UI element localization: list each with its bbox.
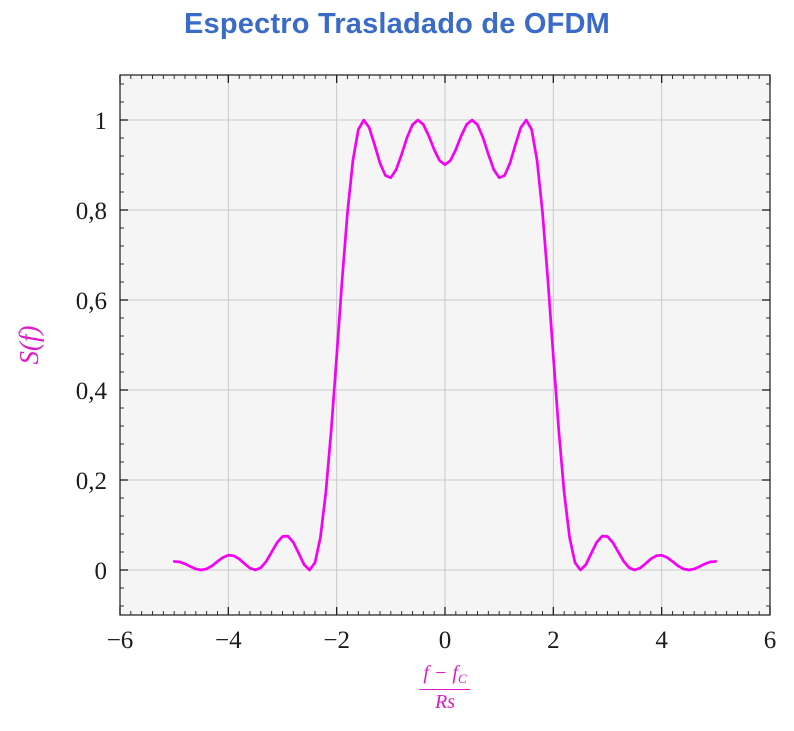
x-tick-label: −2 (323, 627, 350, 654)
x-label-denominator: Rs (435, 690, 455, 713)
x-label-numerator-subscript: C (457, 671, 467, 686)
x-tick-label: 4 (655, 627, 668, 654)
y-tick-label: 0,6 (76, 288, 107, 315)
y-tick-label: 0,2 (76, 468, 107, 495)
spectrum-curve (172, 118, 718, 572)
y-tick-label: 1 (95, 108, 108, 135)
x-axis-label: f − fC Rs (419, 662, 471, 714)
x-tick-label: 2 (547, 627, 560, 654)
x-axis-label-fraction: f − fC Rs (419, 662, 471, 714)
x-tick-label: −6 (107, 627, 134, 654)
x-label-numerator: f − fC (419, 662, 471, 690)
x-tick-label: 6 (764, 627, 777, 654)
x-tick-label: −4 (215, 627, 242, 654)
y-axis-label: S(f) (14, 325, 44, 364)
y-tick-label: 0,4 (76, 378, 108, 405)
plot-border (119, 74, 771, 616)
y-tick-label: 0,8 (76, 198, 107, 225)
chart-title: Espectro Trasladado de OFDM (184, 8, 610, 40)
y-tick-label: 0 (95, 558, 108, 585)
x-tick-label: 0 (439, 627, 452, 654)
